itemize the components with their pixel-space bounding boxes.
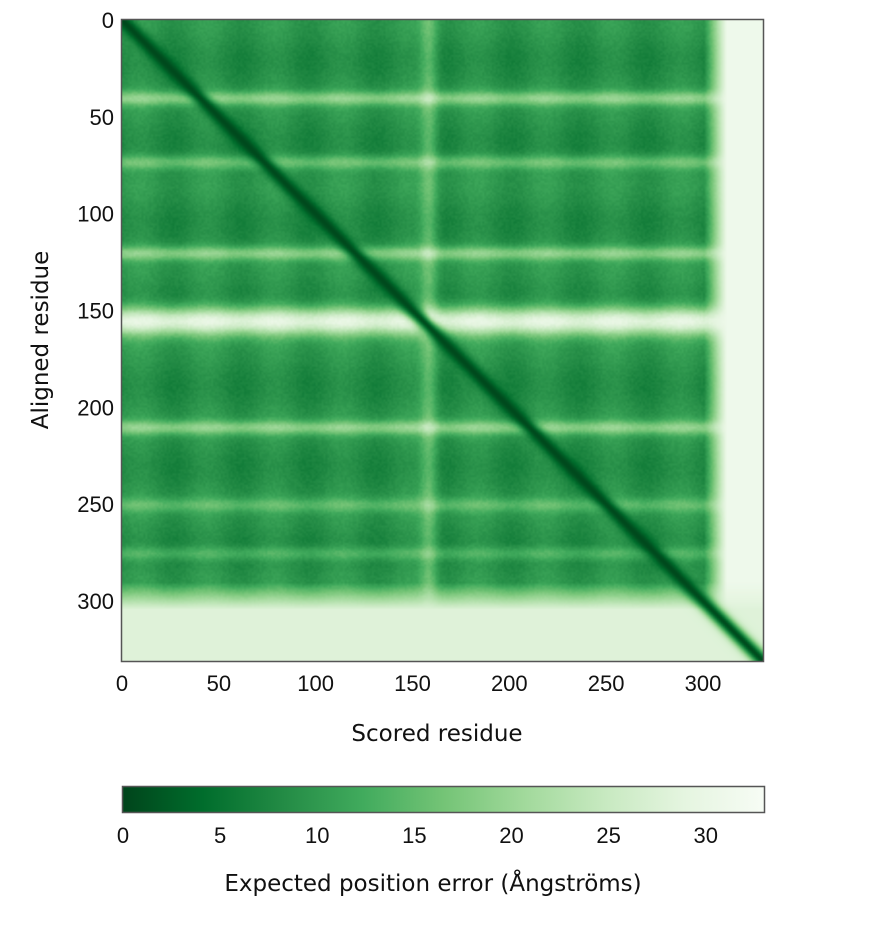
y-axis-title: Aligned residue (28, 251, 54, 430)
x-tick-label: 200 (491, 671, 528, 696)
heatmap-frame (120, 18, 765, 663)
y-tick-label: 150 (77, 298, 114, 323)
y-tick-label: 250 (77, 492, 114, 517)
colorbar-ticks: 0 5 10 15 20 25 30 (117, 823, 718, 848)
colorbar: 0 5 10 15 20 25 30 Expected position error (Ån… (117, 785, 766, 897)
colorbar-tick-label: 25 (596, 823, 620, 848)
x-tick-label: 100 (297, 671, 334, 696)
colorbar-tick-label: 5 (214, 823, 226, 848)
y-tick-label: 50 (90, 105, 114, 130)
x-axis-ticks: 0 50 100 150 200 250 300 (116, 671, 721, 696)
y-tick-label: 100 (77, 202, 114, 227)
colorbar-title: Expected position error (Ångströms) (224, 869, 641, 897)
x-tick-label: 150 (394, 671, 431, 696)
y-tick-label: 200 (77, 395, 114, 420)
colorbar-tick-label: 30 (693, 823, 717, 848)
heatmap-image (122, 20, 763, 661)
colorbar-tick-label: 15 (402, 823, 426, 848)
colorbar-gradient (121, 785, 766, 814)
y-axis-ticks: 0 50 100 150 200 250 300 (77, 8, 114, 614)
x-tick-label: 0 (116, 671, 128, 696)
heatmap (120, 18, 765, 663)
x-axis-title: Scored residue (351, 721, 522, 747)
colorbar-tick-label: 0 (117, 823, 129, 848)
x-tick-label: 50 (207, 671, 231, 696)
colorbar-tick-label: 20 (499, 823, 523, 848)
x-tick-label: 250 (588, 671, 625, 696)
colorbar-tick-label: 10 (305, 823, 329, 848)
y-tick-label: 0 (102, 8, 114, 33)
x-tick-label: 300 (685, 671, 722, 696)
y-tick-label: 300 (77, 589, 114, 614)
